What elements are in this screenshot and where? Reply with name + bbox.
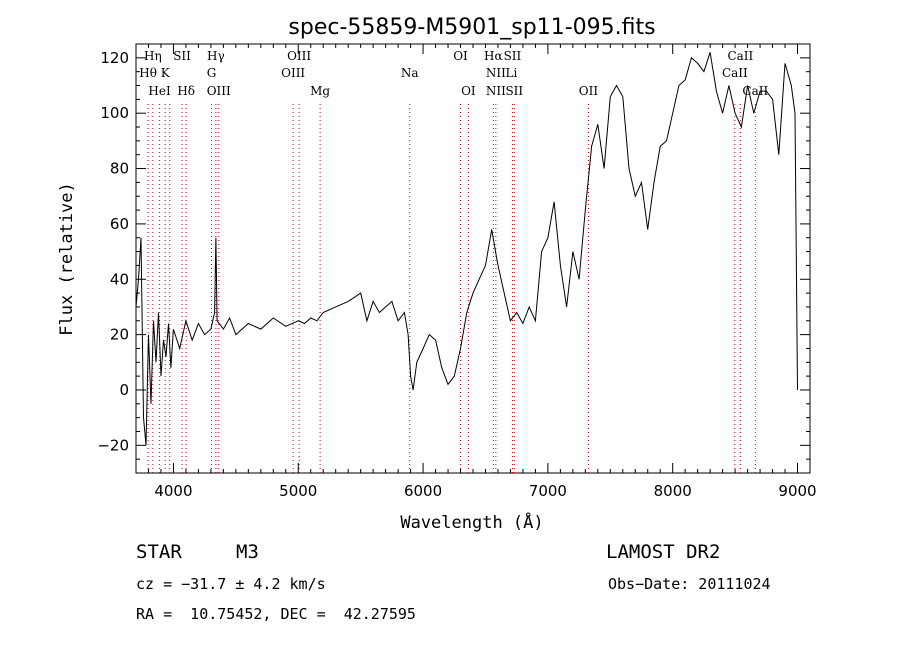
- x-tick-label: 6000: [404, 482, 442, 500]
- y-tick-label: 40: [110, 270, 129, 288]
- y-tick-label: 20: [110, 326, 129, 344]
- y-tick-label: 80: [110, 160, 129, 178]
- line-label: OI: [453, 49, 468, 63]
- x-axis: 4000 5000 6000 7000 8000 9000: [135, 44, 817, 500]
- survey-name: LAMOST DR2: [606, 541, 721, 563]
- line-label: Hγ: [207, 49, 225, 63]
- line-label: Hη: [144, 49, 162, 63]
- line-label: Mg: [310, 84, 330, 98]
- observation-date: Obs−Date: 20111024: [608, 575, 771, 593]
- line-label: Hθ: [139, 66, 157, 80]
- chart-title: spec-55859-M5901_sp11-095.fits: [288, 15, 655, 40]
- y-axis-title: Flux (relative): [57, 182, 77, 336]
- line-label: K: [161, 66, 171, 80]
- line-label: SII: [505, 84, 523, 98]
- object-class: STAR: [136, 541, 182, 563]
- y-tick-label: −20: [97, 436, 129, 454]
- line-label: OIII: [207, 84, 231, 98]
- x-tick-label: 8000: [654, 482, 692, 500]
- line-label: CaII: [722, 66, 748, 80]
- y-tick-label: 100: [100, 104, 129, 122]
- spectrum-line: [135, 52, 798, 446]
- x-tick-label: 4000: [154, 482, 192, 500]
- object-subclass: M3: [236, 541, 259, 563]
- redshift-cz: cz = −31.7 ± 4.2 km/s: [136, 575, 326, 593]
- y-axis: −20 0 20 40 60 80 100 120: [97, 43, 810, 474]
- line-label: OI: [461, 84, 476, 98]
- line-label: NII: [486, 84, 506, 98]
- line-label: Hα: [484, 49, 503, 63]
- line-label: HeI: [148, 84, 171, 98]
- line-label: Li: [506, 66, 518, 80]
- x-tick-label: 5000: [279, 482, 317, 500]
- line-label: G: [207, 66, 217, 80]
- line-label: CaII: [727, 49, 753, 63]
- x-tick-label: 7000: [529, 482, 567, 500]
- y-tick-label: 0: [119, 381, 129, 399]
- x-axis-title: Wavelength (Å): [400, 511, 543, 533]
- line-label: OIII: [287, 49, 311, 63]
- plot-frame: [135, 43, 811, 474]
- coordinates: RA = 10.75452, DEC = 42.27595: [136, 605, 416, 623]
- line-label: OIII: [281, 66, 305, 80]
- line-label: CaII: [742, 84, 768, 98]
- line-label: Hδ: [177, 84, 195, 98]
- y-tick-label: 120: [100, 49, 129, 67]
- spectral-line-markers: [147, 104, 756, 473]
- x-tick-label: 9000: [778, 482, 816, 500]
- line-label: Na: [401, 66, 419, 80]
- y-tick-label: 60: [110, 215, 129, 233]
- line-label: SII: [173, 49, 191, 63]
- line-label: OII: [579, 84, 599, 98]
- line-label: SII: [504, 49, 522, 63]
- line-label: NII: [486, 66, 506, 80]
